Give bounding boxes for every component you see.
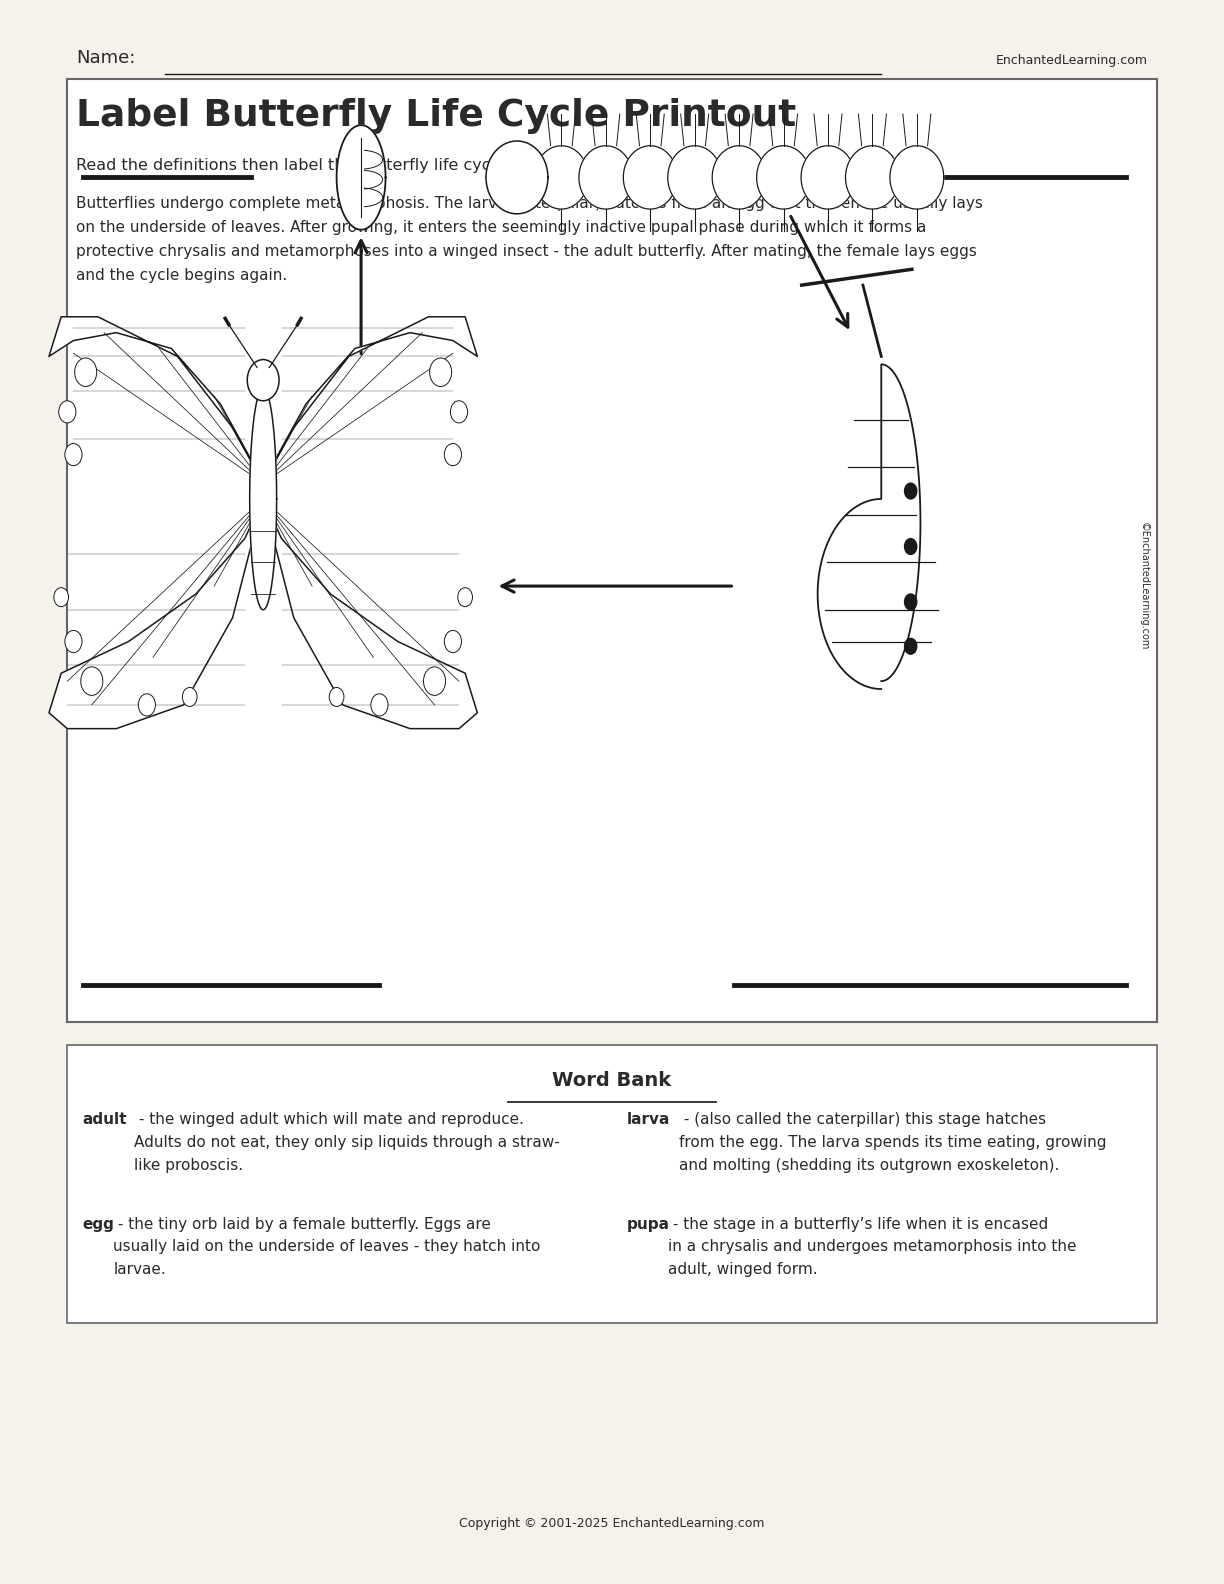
Text: Copyright © 2001-2025 EnchantedLearning.com: Copyright © 2001-2025 EnchantedLearning.… — [459, 1517, 765, 1530]
Circle shape — [54, 588, 69, 607]
Polygon shape — [818, 364, 920, 689]
Circle shape — [905, 483, 917, 499]
Polygon shape — [49, 317, 263, 483]
Text: - the tiny orb laid by a female butterfly. Eggs are
usually laid on the undersid: - the tiny orb laid by a female butterfl… — [113, 1217, 541, 1277]
Circle shape — [329, 687, 344, 706]
Text: adult: adult — [82, 1112, 126, 1126]
Polygon shape — [712, 146, 766, 209]
Text: Name:: Name: — [76, 49, 136, 67]
Text: Word Bank: Word Bank — [552, 1071, 672, 1090]
Circle shape — [444, 444, 461, 466]
Polygon shape — [337, 125, 386, 230]
Circle shape — [458, 588, 472, 607]
Circle shape — [450, 401, 468, 423]
Polygon shape — [49, 499, 263, 729]
Polygon shape — [486, 141, 548, 214]
Polygon shape — [250, 388, 277, 610]
Circle shape — [81, 667, 103, 695]
Circle shape — [65, 444, 82, 466]
Polygon shape — [890, 146, 944, 209]
Polygon shape — [846, 146, 900, 209]
Circle shape — [905, 594, 917, 610]
Circle shape — [444, 630, 461, 653]
Polygon shape — [579, 146, 633, 209]
Text: egg: egg — [82, 1217, 114, 1231]
Text: larva: larva — [627, 1112, 670, 1126]
Text: - the stage in a butterfly’s life when it is encased
in a chrysalis and undergoe: - the stage in a butterfly’s life when i… — [668, 1217, 1077, 1277]
Polygon shape — [263, 317, 477, 483]
Circle shape — [371, 694, 388, 716]
Circle shape — [424, 667, 446, 695]
Circle shape — [138, 694, 155, 716]
Text: ©EnchantedLearning.com: ©EnchantedLearning.com — [1138, 521, 1148, 651]
Circle shape — [65, 630, 82, 653]
Polygon shape — [263, 499, 477, 729]
Polygon shape — [800, 146, 854, 209]
FancyBboxPatch shape — [67, 1045, 1157, 1323]
Circle shape — [247, 360, 279, 401]
Polygon shape — [535, 146, 589, 209]
Circle shape — [59, 401, 76, 423]
Text: - (also called the caterpillar) this stage hatches
from the egg. The larva spend: - (also called the caterpillar) this sta… — [678, 1112, 1106, 1172]
Circle shape — [905, 638, 917, 654]
Text: Read the definitions then label the butterfly life cycle diagram.: Read the definitions then label the butt… — [76, 158, 583, 173]
Circle shape — [182, 687, 197, 706]
Text: pupa: pupa — [627, 1217, 670, 1231]
Text: Label Butterfly Life Cycle Printout: Label Butterfly Life Cycle Printout — [76, 98, 796, 135]
Circle shape — [905, 539, 917, 554]
Circle shape — [430, 358, 452, 386]
Text: Butterflies undergo complete metamorphosis. The larva (caterpillar) hatches from: Butterflies undergo complete metamorphos… — [76, 196, 983, 284]
Polygon shape — [756, 146, 810, 209]
Text: EnchantedLearning.com: EnchantedLearning.com — [996, 54, 1148, 67]
Polygon shape — [668, 146, 722, 209]
FancyBboxPatch shape — [67, 79, 1157, 1022]
Polygon shape — [623, 146, 677, 209]
Circle shape — [75, 358, 97, 386]
Text: - the winged adult which will mate and reproduce.
Adults do not eat, they only s: - the winged adult which will mate and r… — [135, 1112, 559, 1172]
